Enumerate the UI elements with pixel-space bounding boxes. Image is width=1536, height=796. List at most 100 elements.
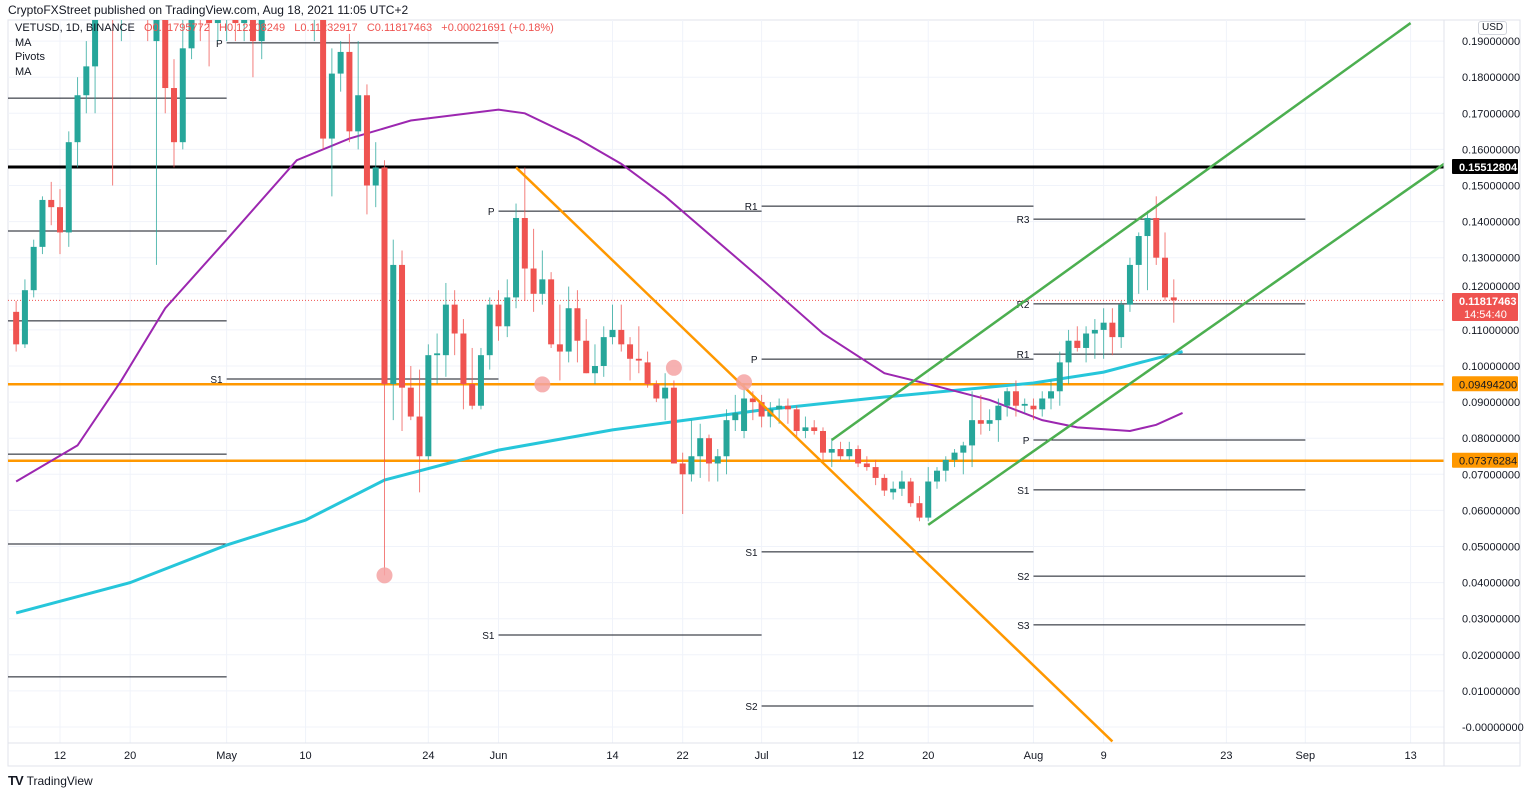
candle [732,394,739,431]
candle-body [916,503,923,518]
candle-body [241,20,248,24]
candle [521,167,528,302]
y-tick-label: 0.13000000 [1462,253,1520,265]
candle [136,0,142,5]
currency-label[interactable]: USD [1478,21,1508,35]
candle-body [249,20,256,42]
candle [92,20,99,114]
candle [977,394,984,435]
candle-body [48,199,55,208]
x-tick-label: May [216,750,237,762]
x-tick-label: 13 [1404,750,1416,762]
pivot-label: S3 [1017,621,1030,632]
candle [679,452,686,515]
candle [741,384,748,439]
highlight-marker [665,359,682,376]
candle [1091,319,1098,359]
candle [942,456,949,482]
pivot-label: R1 [1017,350,1030,361]
candle-body [802,427,809,431]
y-tick-label: 0.09000000 [1462,397,1520,409]
x-tick-label: 14 [606,750,618,762]
candle [828,438,835,468]
candle [320,20,327,150]
highlight-marker [376,567,393,584]
price-label: 0.15512804 [1459,162,1518,174]
indicator-ma-fast[interactable]: MA [15,36,32,49]
candle-body [39,199,46,247]
candle-body [819,430,826,453]
candle [793,405,800,439]
footer: TV TradingView [8,773,93,788]
candle-body [65,142,72,233]
x-tick-label: Aug [1024,750,1044,762]
candle [1004,387,1011,417]
candle-body [1056,362,1063,392]
candle-body [548,279,555,345]
candle-body [30,246,37,291]
candle-body [960,445,967,453]
candle [214,20,221,42]
candle-body [486,304,493,356]
candle-body [337,51,344,74]
candle-body [1091,329,1098,334]
x-tick-label: 24 [422,750,434,762]
candle [363,84,370,215]
candle [460,319,467,410]
candle [127,0,133,5]
candle [951,449,958,468]
candle-body [776,405,783,410]
candle [48,181,55,226]
candle [442,282,449,377]
candle-body [793,409,800,431]
candle [425,344,432,460]
candle-body [460,333,467,385]
candle-body [1012,391,1019,406]
candle-body [171,88,178,143]
candle [179,20,186,150]
candle [565,286,572,363]
candle [1083,326,1090,363]
candle [627,337,634,381]
ma-slow-line [15,350,1183,615]
candle-body [214,20,221,24]
candle [1170,279,1177,323]
candle-body [969,420,976,446]
pivot-label: P [216,39,223,50]
candle-body [1065,340,1072,363]
candle [653,380,660,403]
candle [65,131,72,247]
candle [381,160,388,576]
low-value: L0.11232917 [294,22,358,34]
candle-body [145,0,151,5]
candle-body [653,384,660,399]
candle [635,326,642,374]
candle-body [1126,264,1133,305]
candle-body [635,358,642,361]
time-axis[interactable]: 12 20 May 10 24 Jun 14 22 Jul 12 20 Aug 9 23 Sep 13 [54,750,1417,762]
trendline-channel-lower [927,162,1444,526]
candle-body [363,95,370,186]
candle [434,333,441,385]
y-tick-label: 0.01000000 [1462,686,1520,698]
y-tick-label: -0.00000000 [1462,722,1524,734]
indicator-ma-slow[interactable]: MA [15,65,32,78]
candle [206,20,213,67]
candle [705,434,712,482]
candle-body [425,355,432,457]
candle [916,495,923,522]
trendlines[interactable] [515,22,1454,743]
candle-body [346,51,353,132]
candle-body [714,456,721,464]
candle [153,20,160,265]
candle-body [1030,405,1037,410]
moving-averages [15,108,1183,615]
candle [811,420,818,435]
symbol-label[interactable]: VETUSD, 1D, BINANCE [15,22,135,34]
x-tick-label: 20 [124,750,136,762]
indicator-pivots[interactable]: Pivots [15,51,45,63]
candles [13,0,1177,576]
price-axis[interactable]: 0.19000000 0.18000000 0.17000000 0.16000000… [1462,36,1524,734]
candle [513,203,520,309]
